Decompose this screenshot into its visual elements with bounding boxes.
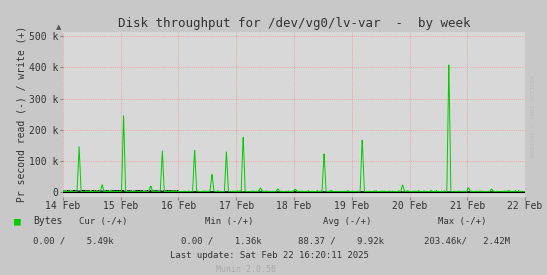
Y-axis label: Pr second read (-) / write (+): Pr second read (-) / write (+) xyxy=(16,26,27,202)
Text: Last update: Sat Feb 22 16:20:11 2025: Last update: Sat Feb 22 16:20:11 2025 xyxy=(170,252,369,260)
Text: Bytes: Bytes xyxy=(33,216,62,226)
Text: Avg (-/+): Avg (-/+) xyxy=(323,217,371,226)
Text: Munin 2.0.56: Munin 2.0.56 xyxy=(216,265,276,274)
Text: RRDTOOL / TOBI OETIKER: RRDTOOL / TOBI OETIKER xyxy=(531,74,536,157)
Text: Max (-/+): Max (-/+) xyxy=(438,217,486,226)
Text: Cur (-/+): Cur (-/+) xyxy=(79,217,127,226)
Text: 0.00 /    1.36k: 0.00 / 1.36k xyxy=(181,236,261,245)
Text: 0.00 /    5.49k: 0.00 / 5.49k xyxy=(33,236,113,245)
Text: 88.37 /    9.92k: 88.37 / 9.92k xyxy=(298,236,384,245)
Text: ■: ■ xyxy=(14,216,20,226)
Title: Disk throughput for /dev/vg0/lv-var  -  by week: Disk throughput for /dev/vg0/lv-var - by… xyxy=(118,17,470,31)
Text: Min (-/+): Min (-/+) xyxy=(205,217,253,226)
Text: ▲: ▲ xyxy=(56,24,61,30)
Text: 203.46k/   2.42M: 203.46k/ 2.42M xyxy=(424,236,510,245)
